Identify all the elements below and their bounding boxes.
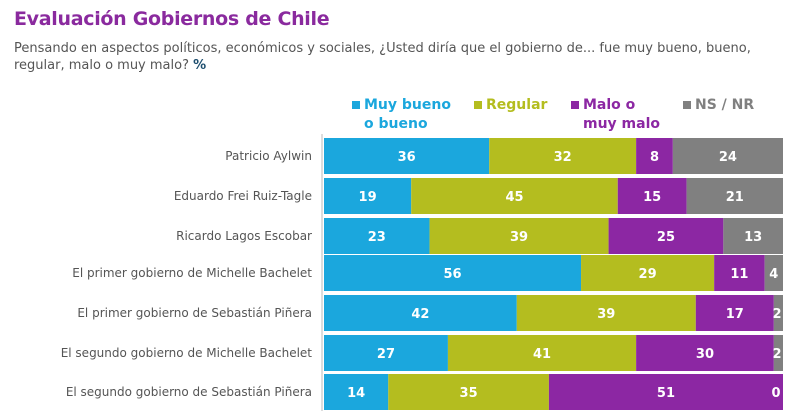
data-label: 0 xyxy=(771,386,780,401)
data-label: 13 xyxy=(744,230,762,245)
data-label: 24 xyxy=(719,150,737,165)
bar-segment xyxy=(714,255,765,291)
category-label: Patricio Aylwin xyxy=(225,149,312,163)
legend-swatch xyxy=(683,101,691,109)
data-label: 23 xyxy=(368,230,386,245)
bar-segment xyxy=(429,218,609,254)
bar-segment xyxy=(617,178,687,214)
bar-segment xyxy=(324,335,448,371)
bar-segment xyxy=(411,178,618,214)
data-label: 19 xyxy=(359,190,377,205)
bar-segment xyxy=(324,374,389,410)
category-label: Ricardo Lagos Escobar xyxy=(176,229,312,243)
bar-segment xyxy=(773,295,783,331)
chart-title: Evaluación Gobiernos de Chile xyxy=(14,8,330,30)
data-label: 4 xyxy=(769,267,778,282)
data-label: 8 xyxy=(650,150,659,165)
data-label: 51 xyxy=(657,386,675,401)
data-label: 45 xyxy=(505,190,523,205)
legend-item-malo: Malo o muy malo xyxy=(571,96,673,134)
data-label: 56 xyxy=(443,267,461,282)
category-label: El segundo gobierno de Michelle Bachelet xyxy=(61,346,313,360)
data-label: 29 xyxy=(639,267,657,282)
legend-label: Regular xyxy=(486,97,548,113)
data-label: 2 xyxy=(772,347,781,362)
bar-segment xyxy=(764,255,783,291)
legend-item-muy-bueno: Muy bueno o bueno xyxy=(352,96,464,134)
unit-label: % xyxy=(193,58,207,73)
bar-segment xyxy=(324,218,430,254)
bar-segment xyxy=(388,374,549,410)
legend-swatch xyxy=(571,101,579,109)
data-label: 11 xyxy=(730,267,748,282)
bar-segment xyxy=(686,178,783,214)
bar-segment xyxy=(324,295,517,331)
bar-segment xyxy=(581,255,715,291)
data-label: 21 xyxy=(726,190,744,205)
bar-segment xyxy=(324,178,412,214)
data-label: 17 xyxy=(726,307,744,322)
bar-segment xyxy=(324,255,582,291)
data-label: 35 xyxy=(460,386,478,401)
bar-segment xyxy=(695,295,774,331)
bar-segment xyxy=(773,335,783,371)
bar-segment xyxy=(636,138,673,174)
bar-segment xyxy=(636,335,774,371)
subtitle-text: Pensando en aspectos políticos, económic… xyxy=(14,41,751,73)
data-label: 36 xyxy=(398,150,416,165)
data-label: 39 xyxy=(597,307,615,322)
data-label: 41 xyxy=(533,347,551,362)
legend-label: Muy bueno o bueno xyxy=(364,97,451,132)
legend-label: Malo o muy malo xyxy=(583,97,661,132)
data-label: 30 xyxy=(696,347,714,362)
category-label: Eduardo Frei Ruiz-Tagle xyxy=(174,189,312,203)
data-label: 42 xyxy=(411,307,429,322)
data-label: 25 xyxy=(657,230,675,245)
bar-segment xyxy=(447,335,637,371)
bar-segment xyxy=(516,295,696,331)
category-label: El primer gobierno de Sebastián Piñera xyxy=(77,306,312,320)
legend-swatch xyxy=(474,101,482,109)
legend-swatch xyxy=(352,101,360,109)
data-label: 39 xyxy=(510,230,528,245)
data-label: 27 xyxy=(377,347,395,362)
data-label: 2 xyxy=(772,307,781,322)
bar-segment xyxy=(548,374,783,410)
legend-label: NS / NR xyxy=(695,97,755,113)
category-label: El segundo gobierno de Sebastián Piñera xyxy=(66,385,312,399)
data-label: 14 xyxy=(347,386,365,401)
legend-item-nsnr: NS / NR xyxy=(683,96,754,115)
chart-subtitle: Pensando en aspectos políticos, económic… xyxy=(14,40,794,74)
bar-segment xyxy=(672,138,783,174)
bar-segment xyxy=(489,138,637,174)
category-label: El primer gobierno de Michelle Bachelet xyxy=(72,266,312,280)
bar-segment xyxy=(608,218,724,254)
data-label: 32 xyxy=(554,150,572,165)
legend-item-regular: Regular xyxy=(474,96,547,115)
bar-segment xyxy=(324,138,490,174)
bar-segment xyxy=(723,218,783,254)
data-label: 15 xyxy=(643,190,661,205)
